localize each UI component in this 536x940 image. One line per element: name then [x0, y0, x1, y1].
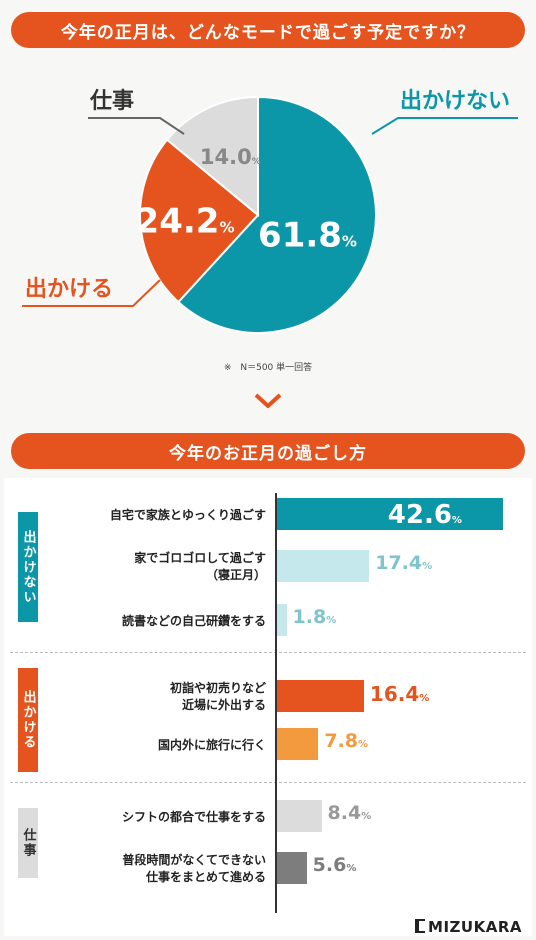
pie-slice	[176, 95, 377, 334]
bar-chart-panel	[4, 478, 532, 936]
bar	[277, 800, 322, 832]
bar-value-label: 7.8%	[324, 730, 369, 752]
bar-category-label: 普段時間がなくてできない 仕事をまとめて進める	[122, 853, 266, 884]
bar-category-label: 国内外に旅行に行く	[157, 737, 266, 752]
pie-leader-line	[22, 279, 161, 307]
pie-value-label: 24.2%	[136, 201, 235, 241]
bar	[277, 498, 503, 530]
bar	[277, 604, 287, 636]
chevron-down-icon	[254, 393, 282, 408]
group-divider	[10, 652, 526, 653]
bar-category-label: 読書などの自己研鑽をする	[121, 613, 266, 628]
pie-leader-line	[88, 117, 185, 135]
brand-logo: MIZUKARA	[415, 918, 522, 936]
group-divider	[10, 782, 526, 783]
bar-value-label: 16.4%	[369, 682, 430, 706]
bar-value-label: 8.4%	[327, 802, 372, 824]
bar-axis	[275, 493, 277, 913]
pie-value-label: 14.0%	[200, 145, 261, 169]
bar	[277, 728, 319, 760]
bar	[277, 550, 370, 582]
pie-value-label: 61.8%	[258, 215, 357, 255]
pie-category-label: 仕事	[89, 88, 134, 114]
bar	[277, 852, 307, 884]
bar-value-label: 17.4%	[375, 552, 433, 574]
bar-chart-title: 今年のお正月の過ごし方	[11, 433, 525, 469]
group-tab: 仕事	[18, 808, 38, 878]
pie-category-label: 出かける	[25, 277, 113, 302]
pie-category-label: 出かけない	[400, 89, 510, 114]
group-tab: 出かけない	[18, 512, 38, 622]
pie-slice	[165, 95, 259, 218]
bar-category-label: 自宅で家族とゆっくり過ごす	[109, 507, 266, 522]
bar-value-label: 5.6%	[312, 854, 357, 876]
group-tab: 出かける	[18, 668, 38, 772]
bar	[277, 680, 364, 712]
logo-text: MIZUKARA	[428, 918, 522, 936]
pie-leader-line	[371, 117, 518, 135]
pie-chart-title: 今年の正月は、どんなモードで過ごす予定ですか？	[11, 12, 525, 48]
bar-value-label: 42.6%	[387, 500, 462, 530]
sample-note: ※ N＝500 単一回答	[223, 363, 313, 373]
logo-icon	[415, 919, 426, 933]
bar-category-label: シフトの都合で仕事をする	[121, 809, 266, 824]
pie-slice	[139, 138, 260, 304]
bar-category-label: 家でゴロゴロして過ごす （寝正月）	[134, 551, 266, 582]
bar-category-label: 初詣や初売りなど 近場に外出する	[169, 681, 266, 712]
bar-value-label: 1.8%	[292, 606, 337, 628]
